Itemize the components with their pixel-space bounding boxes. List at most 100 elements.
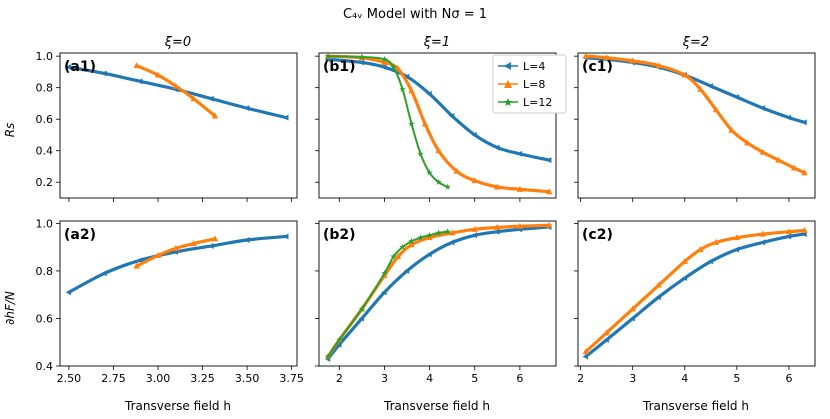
ylabel-top: Rs — [3, 123, 17, 138]
point-l8-c2 — [629, 305, 636, 312]
point-l8-a2 — [133, 262, 140, 269]
x-tick-label-b2: 2 — [336, 372, 343, 385]
series-l12-b1 — [327, 55, 449, 188]
legend-marker-l12 — [503, 98, 513, 106]
point-l12-b1 — [408, 120, 415, 127]
xlabel-b: Transverse field h — [383, 399, 490, 413]
x-tick-label-c2: 2 — [577, 372, 584, 385]
point-l12-b1 — [390, 63, 397, 70]
point-l8-a2 — [190, 240, 197, 247]
x-tick-label-a2: 2.75 — [101, 372, 126, 385]
column-title-b: ξ=1 — [423, 35, 450, 50]
x-tick-label-b2: 3 — [381, 372, 388, 385]
x-tick-label-b2: 4 — [426, 372, 433, 385]
point-l12-b2 — [426, 231, 433, 239]
series-l4-b2 — [326, 225, 551, 361]
point-l4-c1 — [801, 119, 807, 126]
point-l4-c2 — [603, 336, 609, 343]
point-l8-b1 — [453, 167, 460, 174]
point-l4-b1 — [546, 157, 552, 164]
point-l8-c1 — [775, 156, 782, 163]
point-l8-a1 — [133, 62, 140, 69]
point-l4-c1 — [759, 105, 766, 112]
point-l8-a2 — [211, 235, 219, 242]
point-l4-a2 — [243, 237, 250, 244]
point-l4-a1 — [136, 78, 143, 85]
point-l8-b1 — [516, 185, 524, 192]
point-l8-a2 — [172, 244, 180, 251]
point-l8-c1 — [744, 139, 751, 146]
panel-a1: 0.2 0.4 0.6 0.8 1.0 (a1) — [36, 50, 298, 202]
x-tick-label-a2: 3.50 — [235, 372, 260, 385]
series-l8-c2 — [584, 228, 807, 354]
legend-label-l12: L=12 — [523, 96, 552, 109]
y-tick-label-a2: 0.8 — [36, 265, 54, 278]
point-l12-b2 — [444, 228, 451, 235]
point-l4-c1 — [785, 114, 792, 121]
panel-b1: (b1) — [315, 52, 557, 202]
point-l4-a2 — [101, 270, 107, 277]
y-tick-label-a1: 0.6 — [36, 113, 54, 126]
point-l8-b2 — [546, 221, 553, 228]
x-tick-label-a2: 3.25 — [190, 372, 215, 385]
point-l8-b1 — [546, 188, 553, 195]
point-l4-a1 — [283, 114, 289, 121]
legend-box — [492, 54, 567, 114]
point-l4-a1 — [208, 95, 214, 102]
point-l4-c2 — [707, 258, 714, 265]
point-l4-b2 — [336, 341, 342, 348]
point-l4-c1 — [707, 83, 714, 90]
point-l8-c1 — [697, 85, 704, 92]
point-l12-b2 — [390, 253, 397, 260]
point-l8-b2 — [516, 222, 524, 229]
point-l4-b1 — [471, 131, 477, 138]
y-tick-label-a1: 1.0 — [36, 50, 54, 63]
panel-frame-c1 — [577, 52, 816, 199]
series-l8-c1 — [584, 54, 807, 175]
point-l4-b2 — [494, 228, 500, 235]
y-tick-label-a2: 1.0 — [36, 217, 54, 230]
series-l4-c2 — [584, 232, 807, 359]
y-tick-label-a2: 0.4 — [36, 360, 54, 373]
point-l8-b2 — [448, 229, 456, 236]
point-l8-c2 — [801, 227, 808, 234]
point-l8-c1 — [728, 126, 735, 133]
point-l4-a2 — [136, 257, 143, 264]
panel-c2: 2 3 4 5 6 (c2) — [574, 220, 816, 385]
point-l8-b1 — [394, 65, 402, 72]
point-l8-c1 — [603, 54, 610, 61]
point-l4-b2 — [381, 289, 387, 296]
point-l12-b1 — [358, 53, 366, 60]
legend-marker-l8 — [504, 80, 512, 88]
point-l8-b2 — [471, 225, 478, 232]
series-l8-b2 — [326, 223, 551, 359]
y-tick-label-a1: 0.2 — [36, 176, 54, 189]
point-l12-b1 — [435, 178, 442, 185]
x-tick-label-c2: 6 — [785, 372, 792, 385]
point-l8-c1 — [582, 52, 590, 59]
ylabel-bottom: ∂hF/N — [3, 291, 17, 325]
point-l4-b1 — [426, 90, 432, 97]
point-l8-b2 — [408, 241, 415, 248]
point-l8-a1 — [190, 95, 197, 102]
point-l12-b2 — [336, 336, 343, 343]
series-l4-a1 — [67, 65, 288, 120]
point-l12-b2 — [381, 269, 388, 277]
column-title-c: ξ=2 — [682, 35, 709, 50]
point-l12-b1 — [399, 85, 406, 92]
x-tick-label-a2: 2.50 — [57, 372, 82, 385]
point-l4-a2 — [208, 242, 214, 249]
point-l4-c1 — [733, 94, 740, 101]
point-l4-c2 — [655, 294, 661, 301]
point-l12-b1 — [444, 183, 451, 190]
panel-label-b2: (b2) — [323, 227, 356, 243]
y-tick-label-a1: 0.8 — [36, 82, 54, 95]
point-l12-b2 — [324, 353, 332, 360]
y-tick-label-a1: 0.4 — [36, 145, 54, 158]
panel-frame-b1 — [318, 52, 557, 199]
point-l8-a1 — [172, 82, 180, 89]
point-l4-b2 — [448, 239, 455, 246]
legend-label-l8: L=8 — [523, 78, 545, 91]
point-l8-b1 — [381, 58, 388, 65]
